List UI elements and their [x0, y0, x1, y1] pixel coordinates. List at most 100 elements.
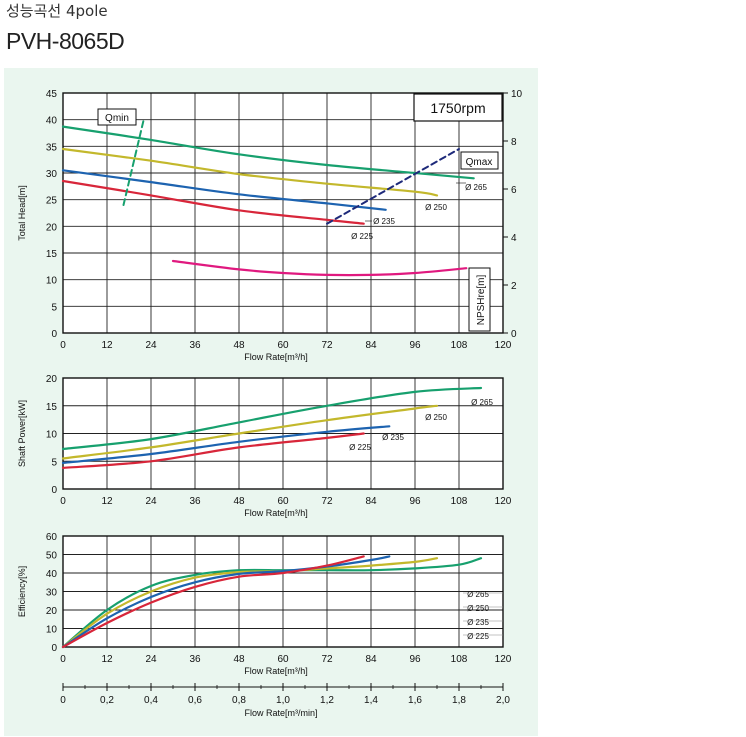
efficiency-frame [62, 535, 504, 648]
head-series-Qmin-curve [122, 118, 145, 206]
x2-tick-label: 0,8 [232, 695, 246, 706]
head-x-tick-label: 108 [451, 340, 468, 351]
head-series-235-curve [61, 169, 387, 211]
head-x-tick-label: 12 [101, 340, 113, 351]
power-x-tick-label: 120 [495, 496, 512, 507]
efficiency-x-tick-label: 48 [233, 654, 245, 665]
head-series-Qmax-curve [326, 148, 460, 225]
head-x-tick-label: 84 [365, 340, 377, 351]
rpm-box [413, 93, 503, 122]
head-y2-tick-label: 6 [511, 185, 517, 196]
efficiency-y-axis-title: Efficiency[%] [17, 566, 27, 617]
efficiency-x-tick-label: 60 [277, 654, 289, 665]
head-diameter-label: Ø 250 [425, 203, 447, 212]
power-y-axis-title: Shaft Power[kW] [17, 400, 27, 467]
power-series-225-curve [61, 432, 365, 469]
head-y2-tick-label: 0 [511, 329, 517, 340]
head-x-tick-label: 120 [495, 340, 512, 351]
head-y-tick-label: 30 [46, 169, 58, 180]
power-y-tick-label: 20 [46, 374, 58, 385]
qmin-label: Qmin [105, 113, 129, 124]
rpm-label: 1750rpm [430, 100, 485, 116]
efficiency-x-tick-label: 120 [495, 654, 512, 665]
npsh-axis-title: NPSHre[m] [476, 274, 487, 325]
power-diameter-label: Ø 235 [382, 433, 404, 442]
head-y-tick-label: 20 [46, 222, 58, 233]
power-series-235-curve [61, 425, 391, 464]
power-x-tick-label: 48 [233, 496, 245, 507]
head-x-tick-label: 24 [145, 340, 157, 351]
head-x-tick-label: 36 [189, 340, 201, 351]
power-y-tick-label: 0 [51, 485, 57, 496]
efficiency-x-tick-label: 36 [189, 654, 201, 665]
head-diameter-label: Ø 235 [373, 217, 395, 226]
head-frame [62, 92, 504, 334]
x2-tick-label: 0,6 [188, 695, 202, 706]
efficiency-legend-label: Ø 235 [467, 618, 489, 627]
efficiency-legend-label: Ø 265 [467, 590, 489, 599]
head-y2-tick-label: 2 [511, 281, 517, 292]
head-series-250-curve [61, 147, 439, 197]
head-y-tick-label: 15 [46, 249, 58, 260]
power-x-tick-label: 72 [321, 496, 333, 507]
x2-tick-label: 1,8 [452, 695, 466, 706]
efficiency-y-tick-label: 10 [46, 625, 58, 636]
power-x-tick-label: 96 [409, 496, 421, 507]
qmax-label: Qmax [466, 157, 493, 168]
power-y-tick-label: 10 [46, 430, 58, 441]
power-y-tick-label: 15 [46, 402, 58, 413]
head-diameter-label: Ø 265 [465, 183, 487, 192]
chart-title-korean: 성능곡선 4pole [6, 2, 108, 20]
efficiency-y-tick-label: 0 [51, 643, 57, 654]
efficiency-y-tick-label: 20 [46, 606, 58, 617]
efficiency-y-tick-label: 40 [46, 569, 58, 580]
head-diameter-label: Ø 225 [351, 232, 373, 241]
head-y2-tick-label: 8 [511, 137, 517, 148]
x2-tick-label: 2,0 [496, 695, 510, 706]
power-x-tick-label: 12 [101, 496, 113, 507]
efficiency-x-tick-label: 96 [409, 654, 421, 665]
head-x-tick-label: 48 [233, 340, 245, 351]
head-y-tick-label: 0 [51, 329, 57, 340]
efficiency-x-tick-label: 72 [321, 654, 333, 665]
head-y-tick-label: 35 [46, 142, 58, 153]
head-y2-tick-label: 4 [511, 233, 517, 244]
efficiency-series-225-curve [61, 555, 365, 649]
efficiency-x-tick-label: 12 [101, 654, 113, 665]
head-series-npshre-curve [171, 259, 468, 277]
x2-axis-title: Flow Rate[m³/min] [244, 708, 317, 718]
efficiency-y-tick-label: 30 [46, 588, 58, 599]
power-frame [62, 377, 504, 490]
efficiency-legend-label: Ø 250 [467, 604, 489, 613]
head-y-tick-label: 25 [46, 196, 58, 207]
efficiency-y-tick-label: 50 [46, 551, 58, 562]
qmax-box [460, 151, 499, 170]
head-y-tick-label: 10 [46, 276, 58, 287]
efficiency-y-tick-label: 60 [46, 532, 58, 543]
head-y-axis-title: Total Head[m] [17, 185, 27, 241]
head-x-tick-label: 0 [60, 340, 66, 351]
efficiency-x-axis-title: Flow Rate[m³/h] [244, 666, 308, 676]
power-x-tick-label: 36 [189, 496, 201, 507]
power-x-tick-label: 108 [451, 496, 468, 507]
power-series-250-curve [61, 404, 439, 460]
head-series-225-curve [61, 179, 365, 225]
power-diameter-label: Ø 250 [425, 413, 447, 422]
x2-tick-label: 1,4 [364, 695, 378, 706]
head-x-tick-label: 60 [277, 340, 289, 351]
head-y-tick-label: 40 [46, 116, 58, 127]
head-x-tick-label: 96 [409, 340, 421, 351]
x2-tick-label: 0 [60, 695, 66, 706]
power-x-tick-label: 0 [60, 496, 66, 507]
efficiency-x-tick-label: 24 [145, 654, 157, 665]
head-x-axis-title: Flow Rate[m³/h] [244, 352, 308, 362]
efficiency-legend-label: Ø 225 [467, 632, 489, 641]
efficiency-series-235-curve [61, 555, 391, 649]
head-y-tick-label: 45 [46, 89, 58, 100]
efficiency-x-tick-label: 108 [451, 654, 468, 665]
x2-tick-label: 0,2 [100, 695, 114, 706]
x2-tick-label: 1,6 [408, 695, 422, 706]
power-diameter-label: Ø 225 [349, 443, 371, 452]
power-x-tick-label: 60 [277, 496, 289, 507]
npsh-label-box [468, 267, 491, 332]
